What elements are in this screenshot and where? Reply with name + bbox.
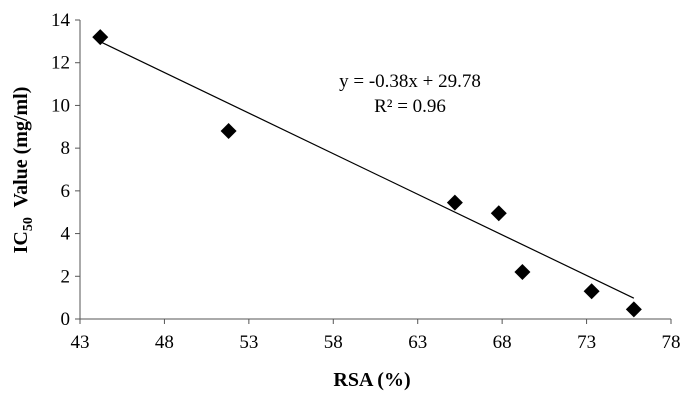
r-squared-annotation: R² = 0.96 [374,96,446,117]
y-axis-title-subscript: 50 [21,217,36,231]
x-tick-label: 68 [493,332,512,353]
y-tick-label: 8 [61,138,71,159]
y-tick-label: 6 [61,181,71,202]
x-tick-label: 53 [239,332,258,353]
x-tick-label: 73 [577,332,596,353]
y-axis-title: IC50 Value (mg/ml) [10,87,36,254]
x-axis-title: RSA (%) [333,369,410,391]
data-point [625,301,642,318]
data-point [514,264,531,281]
y-axis-title-suffix: Value (mg/ml) [10,87,32,218]
data-point [446,194,463,211]
y-tick-label: 0 [61,309,71,330]
data-point [490,205,507,222]
data-point [583,283,600,300]
x-tick-label: 48 [155,332,174,353]
y-tick-label: 12 [51,53,70,74]
trendline [100,41,635,299]
y-axis-ticks: 0 2 4 6 8 10 12 14 [51,10,80,330]
y-tick-label: 2 [61,266,71,287]
x-tick-label: 63 [408,332,427,353]
y-tick-label: 10 [51,95,70,116]
equation-annotation: y = -0.38x + 29.78 [339,71,481,92]
x-tick-label: 78 [662,332,681,353]
y-tick-label: 14 [51,10,71,31]
y-axis-title-prefix: IC [10,231,32,253]
data-points [92,29,642,318]
x-tick-label: 58 [324,332,343,353]
y-tick-label: 4 [61,224,71,245]
data-point [220,123,237,140]
x-axis-ticks: 43 48 53 58 63 68 73 78 [71,319,681,353]
data-point [92,29,109,46]
x-tick-label: 43 [71,332,90,353]
